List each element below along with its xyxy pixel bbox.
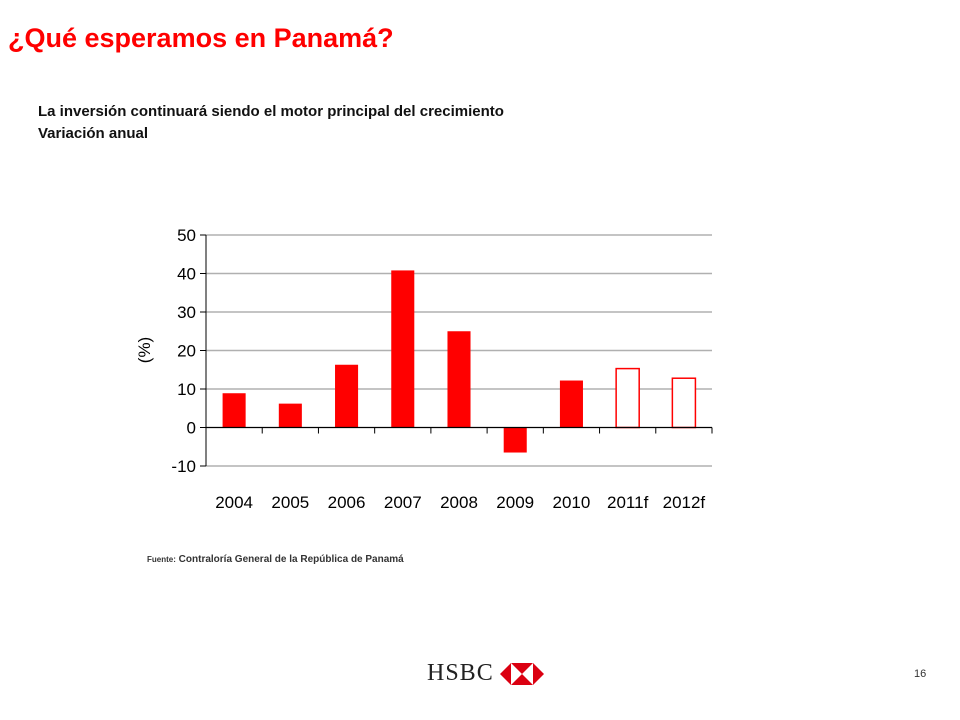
x-tick-label: 2009 xyxy=(496,493,534,512)
hexagon-logo-icon xyxy=(499,662,544,685)
x-tick-label: 2006 xyxy=(328,493,366,512)
bar-2006 xyxy=(335,364,359,428)
x-tick-label: 2010 xyxy=(553,493,591,512)
bar-2005 xyxy=(278,403,302,428)
source-text: Contraloría General de la República de P… xyxy=(178,554,404,565)
source-prefix: Fuente: xyxy=(147,555,176,564)
bar-2011f xyxy=(615,367,640,429)
label-layer: -10 0 10 20 30 40 50 2004 2005 2006 2007 2008 2009 20… xyxy=(135,226,705,512)
x-tick-label: 2007 xyxy=(384,493,422,512)
x-tick-label: 2012f xyxy=(663,493,706,512)
bar-2007 xyxy=(391,270,415,428)
bar-layer xyxy=(222,270,697,453)
y-tick-label: 50 xyxy=(177,226,196,245)
bar-2012f xyxy=(671,377,697,429)
bar-2004 xyxy=(222,393,246,428)
subtitle-line-2: Variación anual xyxy=(38,125,149,142)
x-tick-label: 2005 xyxy=(271,493,309,512)
y-tick-label: -10 xyxy=(171,457,196,476)
y-tick-label: 0 xyxy=(187,419,196,438)
hsbc-logo: HSBC xyxy=(427,660,544,687)
bar-2010 xyxy=(559,380,583,428)
y-tick-label: 30 xyxy=(177,303,196,322)
page-number: 16 xyxy=(914,668,927,680)
chart-subtitle: La inversión continuará siendo el motor … xyxy=(38,101,504,145)
page-title: ¿Qué esperamos en Panamá? xyxy=(8,23,394,53)
axis-layer xyxy=(200,234,713,467)
bar-2009 xyxy=(503,427,527,453)
x-tick-label: 2004 xyxy=(215,493,253,512)
logo-wordmark: HSBC xyxy=(427,660,494,686)
x-tick-label: 2011f xyxy=(607,493,649,512)
x-tick-label: 2008 xyxy=(440,493,478,512)
y-tick-label: 40 xyxy=(177,265,196,284)
y-tick-label: 10 xyxy=(177,380,196,399)
y-axis-label: (%) xyxy=(135,337,154,363)
y-tick-label: 20 xyxy=(177,342,196,361)
subtitle-line-1: La inversión continuará siendo el motor … xyxy=(38,103,504,120)
bar-2008 xyxy=(447,331,471,428)
source-note: Fuente: Contraloría General de la Repúbl… xyxy=(147,554,404,565)
